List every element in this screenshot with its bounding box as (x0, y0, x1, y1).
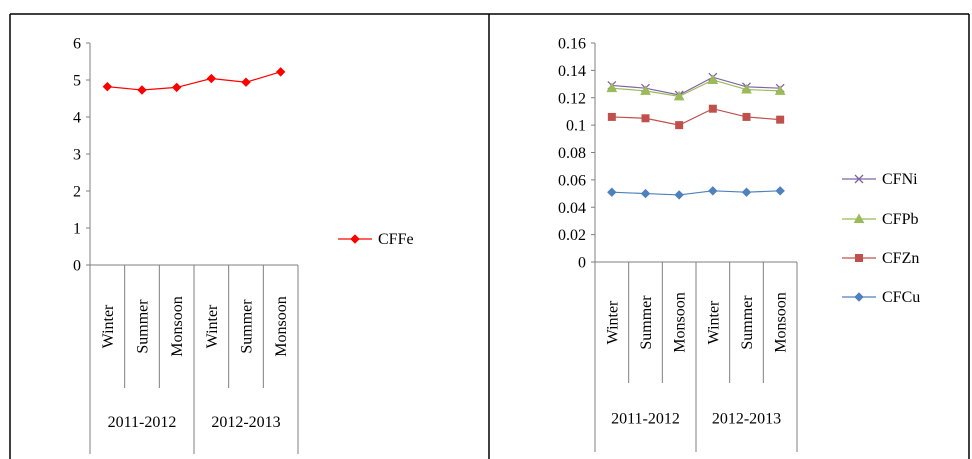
data-point (708, 104, 717, 113)
data-point (776, 115, 785, 124)
data-point (607, 112, 616, 121)
x-group-label: 2012-2013 (712, 411, 781, 428)
x-group-label: 2012-2013 (211, 414, 280, 431)
series-cfzn (607, 104, 785, 130)
legend-label: CFNi (882, 171, 918, 188)
data-point (137, 85, 147, 95)
legend-label: CFZn (882, 250, 919, 267)
data-point (171, 82, 182, 93)
data-point (674, 190, 684, 200)
legend-entry: CFPb (842, 211, 918, 228)
y-tick-label: 1 (73, 221, 81, 238)
x-category-label: Winter (204, 304, 221, 348)
legend-label: CFPb (882, 211, 918, 228)
x-group-label: 2011-2012 (108, 414, 177, 431)
y-tick-label: 0.06 (558, 172, 586, 189)
x-category-label: Summer (135, 299, 152, 354)
x-category-label: Winter (705, 300, 722, 344)
legend-label: CFCu (882, 289, 920, 306)
y-tick-label: 6 (73, 36, 81, 53)
x-category-label: Summer (239, 299, 256, 354)
series-line (611, 108, 781, 126)
y-tick-label: 0.14 (558, 63, 586, 80)
legend-entry: CFFe (338, 231, 414, 248)
data-point (673, 90, 685, 101)
legend-entry: CFZn (842, 250, 919, 267)
chart-cffe: 0 1 2 3 4 5 6 Winter Summer Monsoon Winter Summer Mo… (73, 36, 414, 454)
y-tick-label: 0.04 (558, 200, 586, 217)
legend-marker (350, 234, 360, 244)
data-point (275, 67, 286, 77)
legend-marker (853, 213, 865, 223)
y-tick-label: 0.08 (558, 145, 586, 162)
y-tick-label: 3 (73, 147, 81, 164)
x-category-label: Monsoon (273, 296, 290, 356)
y-tick-label: 0 (73, 258, 81, 275)
series-cfcu (607, 186, 785, 200)
legend-entry: CFNi (842, 171, 918, 188)
y-tick-label: 0.16 (558, 36, 586, 53)
y-tick-label: 0.12 (558, 90, 586, 107)
x-category-label: Monsoon (672, 292, 689, 352)
x-category-label: Winter (100, 304, 117, 348)
chart-cf-metals: 0 0.02 0.04 0.06 0.08 0.1 0.12 0.14 0.16 Winter Su… (558, 36, 920, 452)
legend-label: CFFe (378, 231, 414, 248)
panel-borders (9, 13, 970, 459)
data-point (640, 85, 651, 95)
series-line (107, 71, 281, 91)
data-point (607, 187, 617, 197)
y-tick-label: 5 (73, 73, 81, 90)
x-category-label: Summer (638, 295, 655, 350)
data-point (640, 188, 651, 199)
data-point (742, 112, 751, 121)
legend-marker (854, 292, 864, 302)
series-cfpb (606, 74, 786, 101)
x-group-label: 2011-2012 (611, 411, 680, 428)
data-point (707, 74, 719, 84)
data-point (606, 82, 618, 93)
series-line (611, 76, 781, 96)
series-line (611, 79, 781, 98)
series-cfni (607, 72, 785, 100)
data-point (102, 81, 113, 92)
data-point (206, 73, 217, 84)
y-tick-label: 0.1 (566, 118, 586, 135)
series-line (611, 190, 781, 196)
legend-entry: CFCu (842, 289, 920, 306)
y-tick-label: 0.02 (558, 227, 586, 244)
y-tick-label: 2 (73, 184, 81, 201)
x-category-label: Monsoon (169, 296, 186, 356)
legend-marker (855, 254, 863, 262)
legend-marker (854, 174, 864, 184)
data-point (675, 121, 684, 130)
x-category-label: Summer (739, 295, 756, 350)
x-category-label: Winter (604, 300, 621, 344)
data-point (641, 114, 650, 123)
y-tick-label: 0 (578, 255, 586, 272)
data-point (241, 77, 251, 87)
series-cffe (102, 67, 286, 95)
data-point (741, 84, 752, 94)
x-category-label: Monsoon (773, 292, 790, 352)
y-tick-label: 4 (73, 110, 81, 127)
data-point (774, 85, 786, 95)
data-point (775, 186, 785, 196)
data-point (708, 186, 718, 196)
data-point (741, 187, 752, 197)
